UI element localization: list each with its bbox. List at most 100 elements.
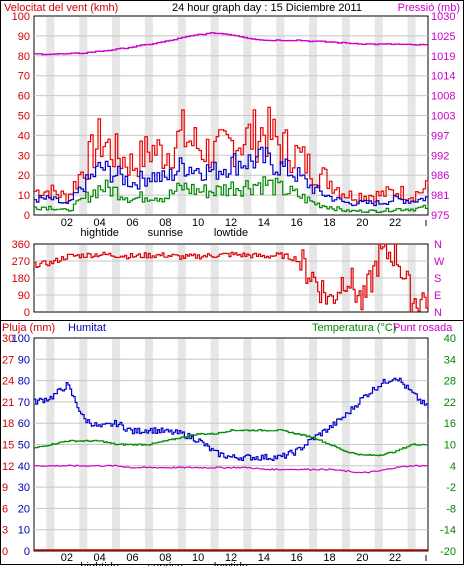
temp-xtick-label: 06 (126, 552, 138, 564)
humidity-ytick-label: 100 (12, 333, 30, 345)
pressure-ytick-label: 997 (431, 130, 449, 142)
wind-ytick-label: 70 (18, 71, 30, 83)
pressure-ytick-label: 1025 (431, 31, 455, 43)
rain-ytick-label: 15 (2, 440, 14, 452)
direction-ytick-label: 0 (24, 307, 30, 319)
direction-compass-label: E (434, 290, 441, 302)
humidity-ytick-label: 90 (18, 354, 30, 366)
temp-ytick-label: -20 (440, 546, 456, 558)
wind-annotation-hightide: hightide (80, 227, 119, 239)
wind-pressure-chart: 1009080706050403020100103010251019101410… (12, 11, 456, 239)
rain-ytick-label: 9 (2, 482, 8, 494)
temp-annotation-hightide: hightide (80, 561, 119, 566)
humidity-ytick-label: 60 (18, 418, 30, 430)
humidity-series (34, 377, 429, 461)
temp-ytick-label: -8 (446, 503, 456, 515)
wind-ytick-label: 100 (12, 11, 30, 23)
direction-compass-label: N (434, 239, 442, 251)
humidity-ytick-label: 40 (18, 461, 30, 473)
humidity-ytick-label: 0 (24, 546, 30, 558)
dewpoint-series (33, 464, 429, 474)
pressure-series (34, 32, 428, 56)
humidity-ytick-label: 80 (18, 376, 30, 388)
wind-ytick-label: 40 (18, 130, 30, 142)
wind-annotation-sunrise: sunrise (148, 227, 183, 239)
wind-xtick-label: 14 (258, 217, 270, 229)
pressure-ytick-label: 1030 (431, 11, 455, 23)
wind-xtick-label: 16 (291, 217, 303, 229)
humidity-ytick-label: 20 (18, 503, 30, 515)
rain-ytick-label: 30 (2, 333, 14, 345)
pressure-axis-title: Pressió (mb) (398, 2, 460, 14)
pressure-ytick-label: 1014 (431, 71, 455, 83)
pressure-ytick-label: 1003 (431, 111, 455, 123)
temp-xtick-label: 12 (225, 552, 237, 564)
wind-xtick-label: 20 (356, 217, 368, 229)
temp-xtick-label: 02 (61, 552, 73, 564)
rain-ytick-label: 6 (2, 503, 8, 515)
wind-ytick-label: 10 (18, 190, 30, 202)
temp-xtick-label: 22 (389, 552, 401, 564)
humidity-ytick-label: 10 (18, 525, 30, 537)
direction-series (34, 243, 429, 313)
wind-ytick-label: 90 (18, 31, 30, 43)
temp-ytick-label: -14 (440, 525, 456, 537)
wind-xtick-label: 02 (61, 217, 73, 229)
direction-ytick-label: 270 (12, 256, 30, 268)
direction-ytick-label: 360 (12, 239, 30, 251)
direction-compass-label: S (434, 273, 441, 285)
temp-xtick-label: 14 (258, 552, 270, 564)
temp-xtick-label: 20 (356, 552, 368, 564)
temp-ytick-label: 28 (444, 376, 456, 388)
temp-xtick-label: 08 (159, 552, 171, 564)
direction-compass-label: W (434, 256, 445, 268)
temp-ytick-label: 4 (450, 461, 456, 473)
wind-xtick-label: 22 (389, 217, 401, 229)
rain-ytick-label: 12 (2, 461, 14, 473)
rain-ytick-label: 24 (2, 376, 14, 388)
dewpoint-axis-title: Punt rosada (393, 322, 453, 334)
rain-axis-title: Pluja (mm) (2, 322, 55, 334)
pressure-ytick-label: 992 (431, 150, 449, 162)
rain-ytick-label: 27 (2, 354, 14, 366)
pressure-ytick-label: 1019 (431, 51, 455, 63)
direction-ytick-label: 90 (18, 290, 30, 302)
temp-ytick-label: 10 (444, 440, 456, 452)
temp-annotation-lowtide: lowtide (214, 561, 248, 566)
wind-ytick-label: 30 (18, 150, 30, 162)
temp-xtick-label: 10 (192, 552, 204, 564)
wind-axis-title: Velocitat del vent (kmh) (4, 2, 118, 14)
direction-ytick-label: 180 (12, 273, 30, 285)
wind-xtick-end: ı (424, 217, 427, 229)
temp-annotation-sunrise: sunrise (148, 561, 183, 566)
temp-ytick-label: 16 (444, 418, 456, 430)
wind-xtick-label: 10 (192, 217, 204, 229)
wind-ytick-label: 50 (18, 111, 30, 123)
temp-humidity-chart: 1009080706050403020100302724211815129630… (2, 333, 456, 566)
rain-ytick-label: 3 (2, 525, 8, 537)
temp-ytick-label: 34 (444, 354, 456, 366)
humidity-ytick-label: 70 (18, 397, 30, 409)
temp-ytick-label: -2 (446, 482, 456, 494)
wind-xtick-label: 08 (159, 217, 171, 229)
rain-ytick-label: 18 (2, 418, 14, 430)
temp-panel-frame (0, 320, 464, 565)
temperature-axis-title: Temperatura (°C) (312, 322, 396, 334)
temp-xtick-label: 18 (323, 552, 335, 564)
pressure-ytick-label: 981 (431, 190, 449, 202)
wind-avg-series (34, 146, 429, 207)
pressure-ytick-label: 975 (431, 210, 449, 222)
wind-xtick-label: 04 (94, 217, 106, 229)
temperature-series (34, 429, 428, 457)
pressure-ytick-label: 986 (431, 170, 449, 182)
wind-annotation-lowtide: lowtide (214, 227, 248, 239)
humidity-ytick-label: 50 (18, 440, 30, 452)
temp-ytick-label: 22 (444, 397, 456, 409)
wind-xtick-label: 06 (126, 217, 138, 229)
humidity-ytick-label: 30 (18, 482, 30, 494)
temp-xtick-label: 16 (291, 552, 303, 564)
pressure-ytick-label: 1008 (431, 91, 455, 103)
